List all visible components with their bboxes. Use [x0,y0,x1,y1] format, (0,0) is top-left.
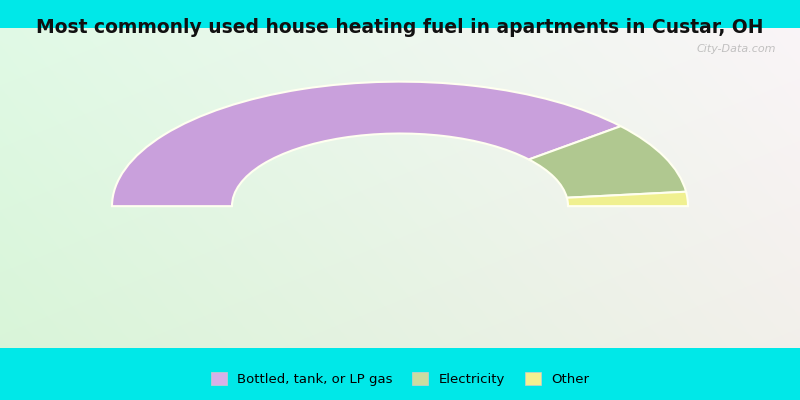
Legend: Bottled, tank, or LP gas, Electricity, Other: Bottled, tank, or LP gas, Electricity, O… [206,367,594,392]
Text: Most commonly used house heating fuel in apartments in Custar, OH: Most commonly used house heating fuel in… [36,18,764,37]
Wedge shape [567,192,688,206]
Wedge shape [112,82,621,206]
Text: City-Data.com: City-Data.com [697,44,776,54]
Wedge shape [529,126,686,198]
